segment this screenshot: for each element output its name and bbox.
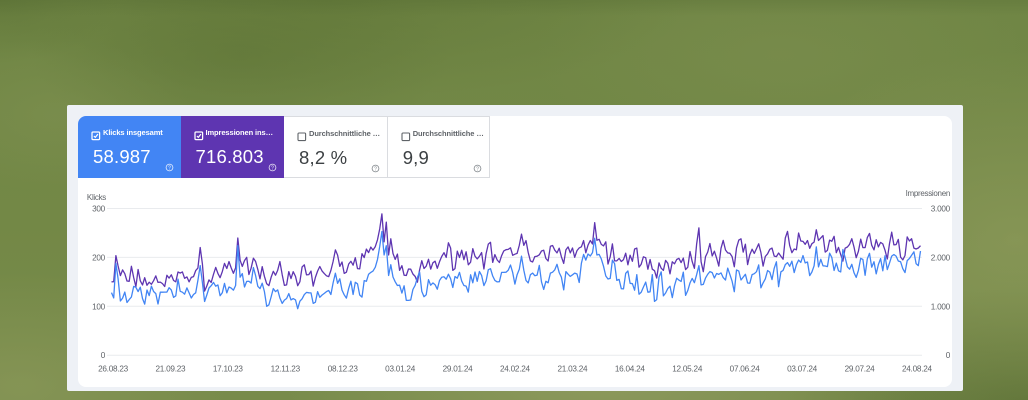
- svg-text:03.01.24: 03.01.24: [385, 365, 416, 374]
- svg-text:Impressionen: Impressionen: [906, 189, 950, 198]
- svg-text:100: 100: [92, 302, 106, 311]
- svg-text:17.10.23: 17.10.23: [213, 365, 244, 374]
- svg-text:?: ?: [168, 165, 171, 171]
- svg-text:08.12.23: 08.12.23: [328, 365, 359, 374]
- svg-text:24.02.24: 24.02.24: [500, 365, 531, 374]
- svg-text:16.04.24: 16.04.24: [615, 365, 646, 374]
- svg-text:2.000: 2.000: [931, 253, 951, 262]
- svg-text:0: 0: [946, 351, 951, 360]
- svg-text:29.01.24: 29.01.24: [443, 365, 474, 374]
- svg-text:12.11.23: 12.11.23: [271, 365, 301, 374]
- svg-text:21.09.23: 21.09.23: [155, 365, 186, 374]
- svg-text:Klicks: Klicks: [87, 193, 106, 202]
- svg-text:24.08.24: 24.08.24: [902, 365, 933, 374]
- svg-text:29.07.24: 29.07.24: [845, 365, 876, 374]
- svg-text:?: ?: [271, 165, 274, 171]
- svg-text:07.06.24: 07.06.24: [730, 365, 761, 374]
- svg-text:300: 300: [92, 205, 106, 214]
- svg-text:?: ?: [374, 166, 377, 172]
- svg-text:21.03.24: 21.03.24: [557, 365, 588, 374]
- svg-text:0: 0: [101, 351, 106, 360]
- svg-text:200: 200: [92, 253, 106, 262]
- svg-text:3.000: 3.000: [931, 205, 951, 214]
- svg-text:26.08.23: 26.08.23: [98, 365, 129, 374]
- svg-text:03.07.24: 03.07.24: [787, 365, 818, 374]
- svg-text:1.000: 1.000: [931, 302, 951, 311]
- svg-text:?: ?: [476, 166, 479, 172]
- svg-text:12.05.24: 12.05.24: [672, 365, 703, 374]
